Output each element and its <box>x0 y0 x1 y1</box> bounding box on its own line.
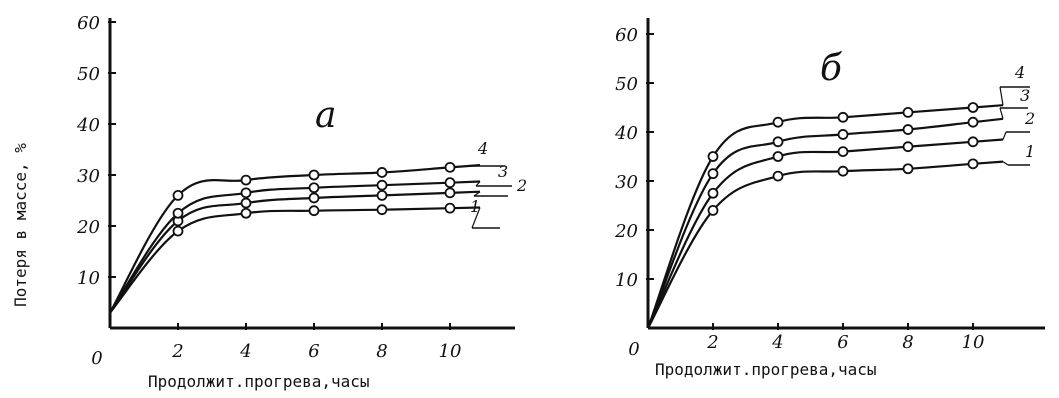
x-axis-title: Продолжит.прогрева,часы <box>148 372 370 391</box>
x-tick-label: 2 <box>706 332 718 353</box>
data-point <box>772 116 784 128</box>
data-point <box>837 111 849 123</box>
data-point <box>707 204 719 216</box>
series-line-3 <box>646 117 1004 329</box>
data-point <box>172 189 184 201</box>
data-point <box>902 107 914 118</box>
curve-label-4: 4 <box>477 139 488 158</box>
data-point <box>772 170 784 182</box>
y-tick-label: 30 <box>77 166 100 187</box>
data-point <box>308 205 320 217</box>
series-line-4 <box>646 104 1004 329</box>
data-point <box>707 187 719 199</box>
data-point <box>902 141 914 153</box>
y-tick-label: 60 <box>615 25 638 46</box>
data-point <box>902 163 914 175</box>
panel-letter: a <box>315 95 336 136</box>
x-tick-label: 4 <box>771 332 783 353</box>
data-point <box>837 129 849 140</box>
data-point <box>172 207 184 219</box>
data-point <box>444 202 456 214</box>
data-point <box>376 179 388 191</box>
chart-panel-b: 10 20 30 40 50 60 0 2 4 6 8 10 б Продолжит.прогрева,ч… <box>614 18 1045 379</box>
data-point <box>967 116 979 128</box>
y-tick-label: 10 <box>615 270 638 291</box>
series-line-1 <box>647 160 1004 329</box>
data-point <box>240 174 252 186</box>
y-tick-label: 20 <box>76 217 100 238</box>
series-line-1 <box>109 206 481 314</box>
curve-label-connector <box>473 191 481 197</box>
series-line-2 <box>647 138 1004 329</box>
x-tick-label: 4 <box>239 341 251 362</box>
curve-label-connector <box>999 86 1004 106</box>
x-tick-label: 6 <box>837 332 848 353</box>
x-tick-label: 8 <box>376 341 387 362</box>
x-tick-label: 10 <box>439 341 462 362</box>
curve-label-1: 1 <box>1025 142 1035 161</box>
x-tick-label: 0 <box>628 339 639 360</box>
curve-label-2: 2 <box>516 176 527 195</box>
y-tick-label: 50 <box>77 64 100 85</box>
y-tick-label: 40 <box>76 115 100 136</box>
curve-label-connector <box>1002 131 1007 140</box>
curve-label-connector <box>1002 161 1009 166</box>
data-point <box>967 136 979 148</box>
y-tick-label: 10 <box>77 268 100 289</box>
data-point <box>707 168 719 180</box>
y-tick-label: 30 <box>615 172 638 193</box>
data-point <box>967 102 979 113</box>
data-point <box>376 204 388 216</box>
data-point <box>772 136 784 148</box>
data-point <box>172 225 184 237</box>
curve-label-connector <box>469 164 481 167</box>
data-point <box>837 146 849 158</box>
data-point <box>308 182 320 194</box>
data-point <box>376 167 388 178</box>
panel-letter: б <box>820 48 843 89</box>
data-point <box>902 124 914 135</box>
y-tick-label: 40 <box>614 123 638 144</box>
data-point <box>967 158 979 170</box>
data-point <box>376 189 388 201</box>
x-tick-label: 8 <box>902 332 913 353</box>
y-tick-label: 60 <box>77 13 100 34</box>
curve-label-4: 4 <box>1014 63 1025 82</box>
data-point <box>707 151 719 162</box>
x-tick-label: 10 <box>962 332 985 353</box>
data-point <box>444 161 456 173</box>
chart-panel-a: 10 20 30 40 50 60 0 2 4 6 8 10 a Продолжит.прогрева,ч… <box>11 13 527 391</box>
y-tick-label: 50 <box>615 74 638 95</box>
curve-label-2: 2 <box>1024 109 1035 128</box>
curve-label-connector <box>475 181 481 187</box>
y-tick-label: 20 <box>614 221 638 242</box>
data-point <box>240 187 252 199</box>
data-point <box>308 192 320 204</box>
data-point <box>240 207 252 219</box>
series-line-4 <box>109 164 481 314</box>
x-tick-label: 0 <box>91 348 102 369</box>
data-point <box>308 169 320 181</box>
x-axis-title: Продолжит.прогрева,часы <box>655 360 877 379</box>
curve-label-3: 3 <box>1020 86 1030 105</box>
curve-label-connector <box>999 107 1004 119</box>
curve-label-3: 3 <box>498 162 508 181</box>
data-point <box>837 165 849 177</box>
x-tick-label: 6 <box>308 341 319 362</box>
x-tick-label: 2 <box>171 341 183 362</box>
data-point <box>240 197 252 209</box>
data-point <box>444 177 456 189</box>
data-point <box>772 151 784 162</box>
series-line-3 <box>109 180 481 314</box>
curve-label-1: 1 <box>470 197 480 216</box>
curve-label-connector <box>471 207 481 229</box>
y-axis-title: Потеря в массе, % <box>11 143 30 307</box>
data-point <box>444 187 456 199</box>
